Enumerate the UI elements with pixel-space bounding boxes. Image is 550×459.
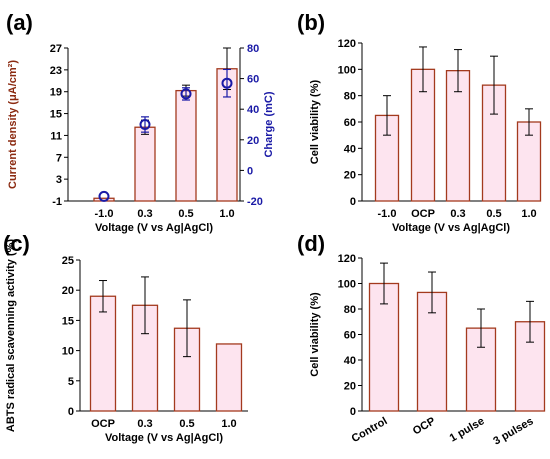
- y-tick-label: 40: [344, 355, 356, 367]
- y2-axis-title: Charge (mC): [263, 91, 275, 157]
- x-axis-title: Voltage (V vs Ag|AgCl): [392, 222, 510, 234]
- panel-label-0: (a): [6, 10, 33, 35]
- y-tick-label: 40: [344, 143, 356, 155]
- x-tick-label: 1.0: [219, 208, 234, 220]
- y-tick-label: 23: [50, 65, 62, 77]
- x-tick-label: -1.0: [378, 208, 397, 220]
- x-tick-label: 0.3: [137, 208, 152, 220]
- x-tick-label: Control: [350, 415, 390, 445]
- x-tick-label: OCP: [91, 418, 115, 430]
- y-tick-label: 0: [68, 406, 74, 418]
- y2-tick-label: 60: [247, 74, 259, 86]
- y2-tick-label: 20: [247, 135, 259, 147]
- x-tick-label: 0.3: [450, 208, 465, 220]
- y-tick-label: 100: [338, 279, 356, 291]
- y-tick-label: 120: [338, 253, 356, 265]
- y-tick-label: 15: [50, 109, 62, 121]
- x-tick-label: 0.5: [486, 208, 501, 220]
- x-tick-label: 0.5: [179, 418, 194, 430]
- bar-OCP: [91, 296, 116, 411]
- x-tick-label: -1.0: [95, 208, 114, 220]
- y-axis-title: Cell viability (%): [309, 292, 321, 377]
- x-tick-label: 3 pulses: [491, 415, 535, 447]
- y2-tick-label: -20: [247, 196, 263, 208]
- x-axis-title: Voltage (V vs Ag|AgCl): [95, 222, 213, 234]
- y-tick-label: 11: [50, 130, 62, 142]
- bar-0.5: [176, 91, 196, 201]
- y-tick-label: 20: [344, 170, 356, 182]
- y-tick-label: 20: [62, 285, 74, 297]
- y-tick-label: 80: [344, 304, 356, 316]
- y-tick-label: 19: [50, 87, 62, 99]
- bar-0.3: [135, 127, 155, 201]
- y-tick-label: 7: [56, 152, 62, 164]
- y-tick-label: -1: [52, 196, 62, 208]
- panel-label-3: (d): [297, 231, 325, 256]
- bar-1.0: [217, 344, 242, 411]
- x-tick-label: 1.0: [221, 418, 236, 430]
- y-tick-label: 0: [350, 406, 356, 418]
- y-tick-label: 0: [350, 196, 356, 208]
- y-tick-label: 80: [344, 91, 356, 103]
- panel-label-1: (b): [297, 10, 325, 35]
- x-tick-label: 0.5: [178, 208, 193, 220]
- y-axis-title: ABTS radical scavenning activity (%): [5, 239, 17, 433]
- y-tick-label: 20: [344, 381, 356, 393]
- y-tick-label: 15: [62, 315, 74, 327]
- y2-tick-label: 40: [247, 104, 259, 116]
- x-tick-label: 1 pulse: [448, 415, 487, 444]
- y-tick-label: 120: [338, 38, 356, 50]
- y-tick-label: 3: [56, 174, 62, 186]
- x-tick-label: 1.0: [521, 208, 536, 220]
- y-tick-label: 100: [338, 64, 356, 76]
- y2-tick-label: 80: [247, 43, 259, 55]
- y-tick-label: 60: [344, 117, 356, 129]
- y-tick-label: 27: [50, 43, 62, 55]
- y-axis-title: Cell viability (%): [309, 79, 321, 164]
- y-tick-label: 5: [68, 376, 74, 388]
- y-tick-label: 25: [62, 255, 74, 267]
- x-tick-label: OCP: [411, 415, 438, 437]
- y-axis-title: Current density (μA/cm²): [7, 60, 19, 189]
- y-tick-label: 60: [344, 330, 356, 342]
- y-tick-label: 10: [62, 346, 74, 358]
- x-axis-title: Voltage (V vs Ag|AgCl): [105, 432, 223, 444]
- x-tick-label: OCP: [411, 208, 435, 220]
- x-tick-label: 0.3: [137, 418, 152, 430]
- y2-tick-label: 0: [247, 165, 253, 177]
